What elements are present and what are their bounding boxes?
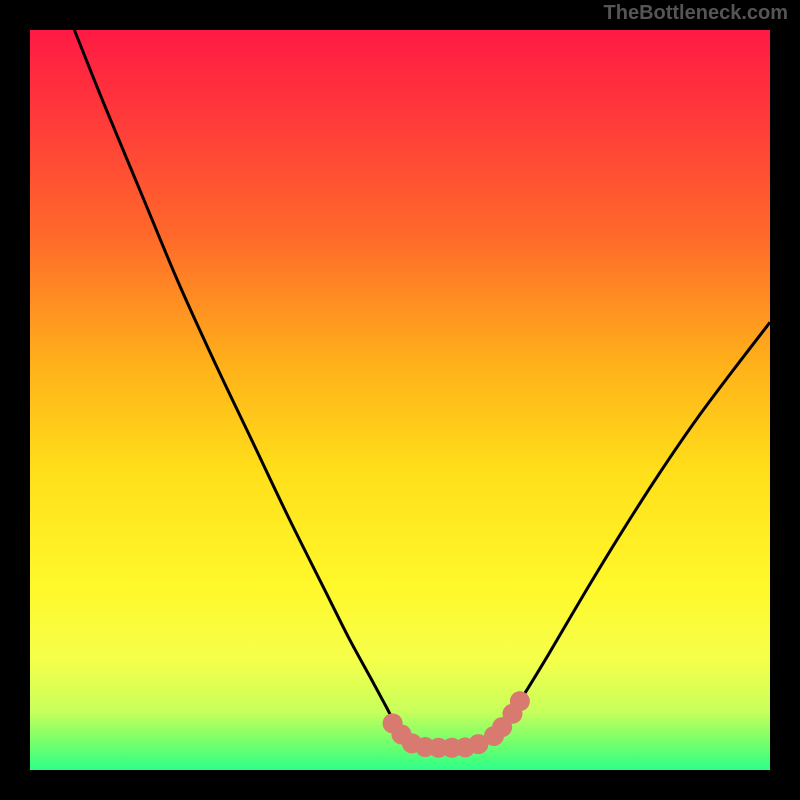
gradient-plot-area	[30, 30, 770, 770]
curve-marker	[510, 691, 530, 711]
chart-svg	[0, 0, 800, 800]
chart-stage: TheBottleneck.com	[0, 0, 800, 800]
